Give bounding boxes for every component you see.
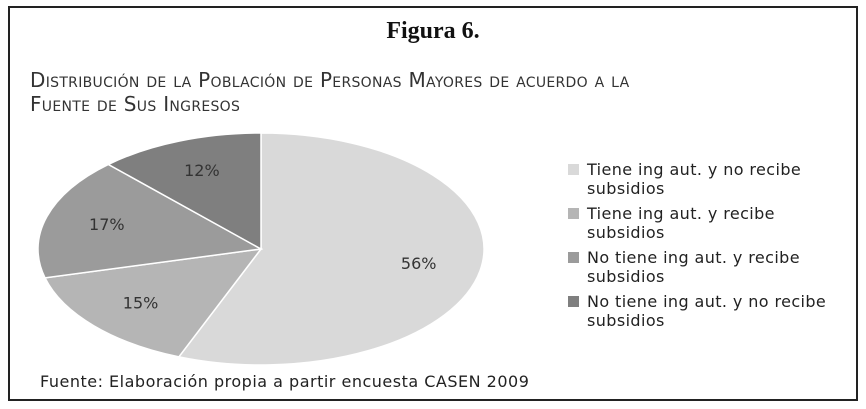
legend-item: Tiene ing aut. y no recibe subsidios <box>568 160 858 198</box>
pie-slice <box>37 163 264 279</box>
chart-title: Figura 6. <box>386 18 480 44</box>
legend-swatch <box>568 252 579 263</box>
legend-label: Tiene ing aut. y recibe subsidios <box>587 204 775 242</box>
legend-swatch <box>568 208 579 219</box>
pie-slice <box>43 248 263 358</box>
source-note: Fuente: Elaboración propia a partir encu… <box>40 372 530 391</box>
legend-item: No tiene ing aut. y recibe subsidios <box>568 248 858 286</box>
legend: Tiene ing aut. y no recibe subsidios Tien… <box>568 160 858 336</box>
legend-label: No tiene ing aut. y no recibe subsidios <box>587 292 827 330</box>
pie-slice <box>177 132 485 366</box>
legend-item: Tiene ing aut. y recibe subsidios <box>568 204 858 242</box>
data-label: 17% <box>89 215 125 234</box>
legend-label: No tiene ing aut. y recibe subsidios <box>587 248 800 286</box>
legend-swatch <box>568 164 579 175</box>
legend-label: Tiene ing aut. y no recibe subsidios <box>587 160 802 198</box>
legend-swatch <box>568 296 579 307</box>
data-label: 12% <box>184 161 220 180</box>
frame <box>8 6 858 401</box>
chart-subtitle: Distribución de la Población de Personas… <box>30 68 630 116</box>
legend-item: No tiene ing aut. y no recibe subsidios <box>568 292 858 330</box>
data-label: 56% <box>401 254 437 273</box>
data-label: 15% <box>123 294 159 313</box>
pie-slice <box>106 132 262 251</box>
